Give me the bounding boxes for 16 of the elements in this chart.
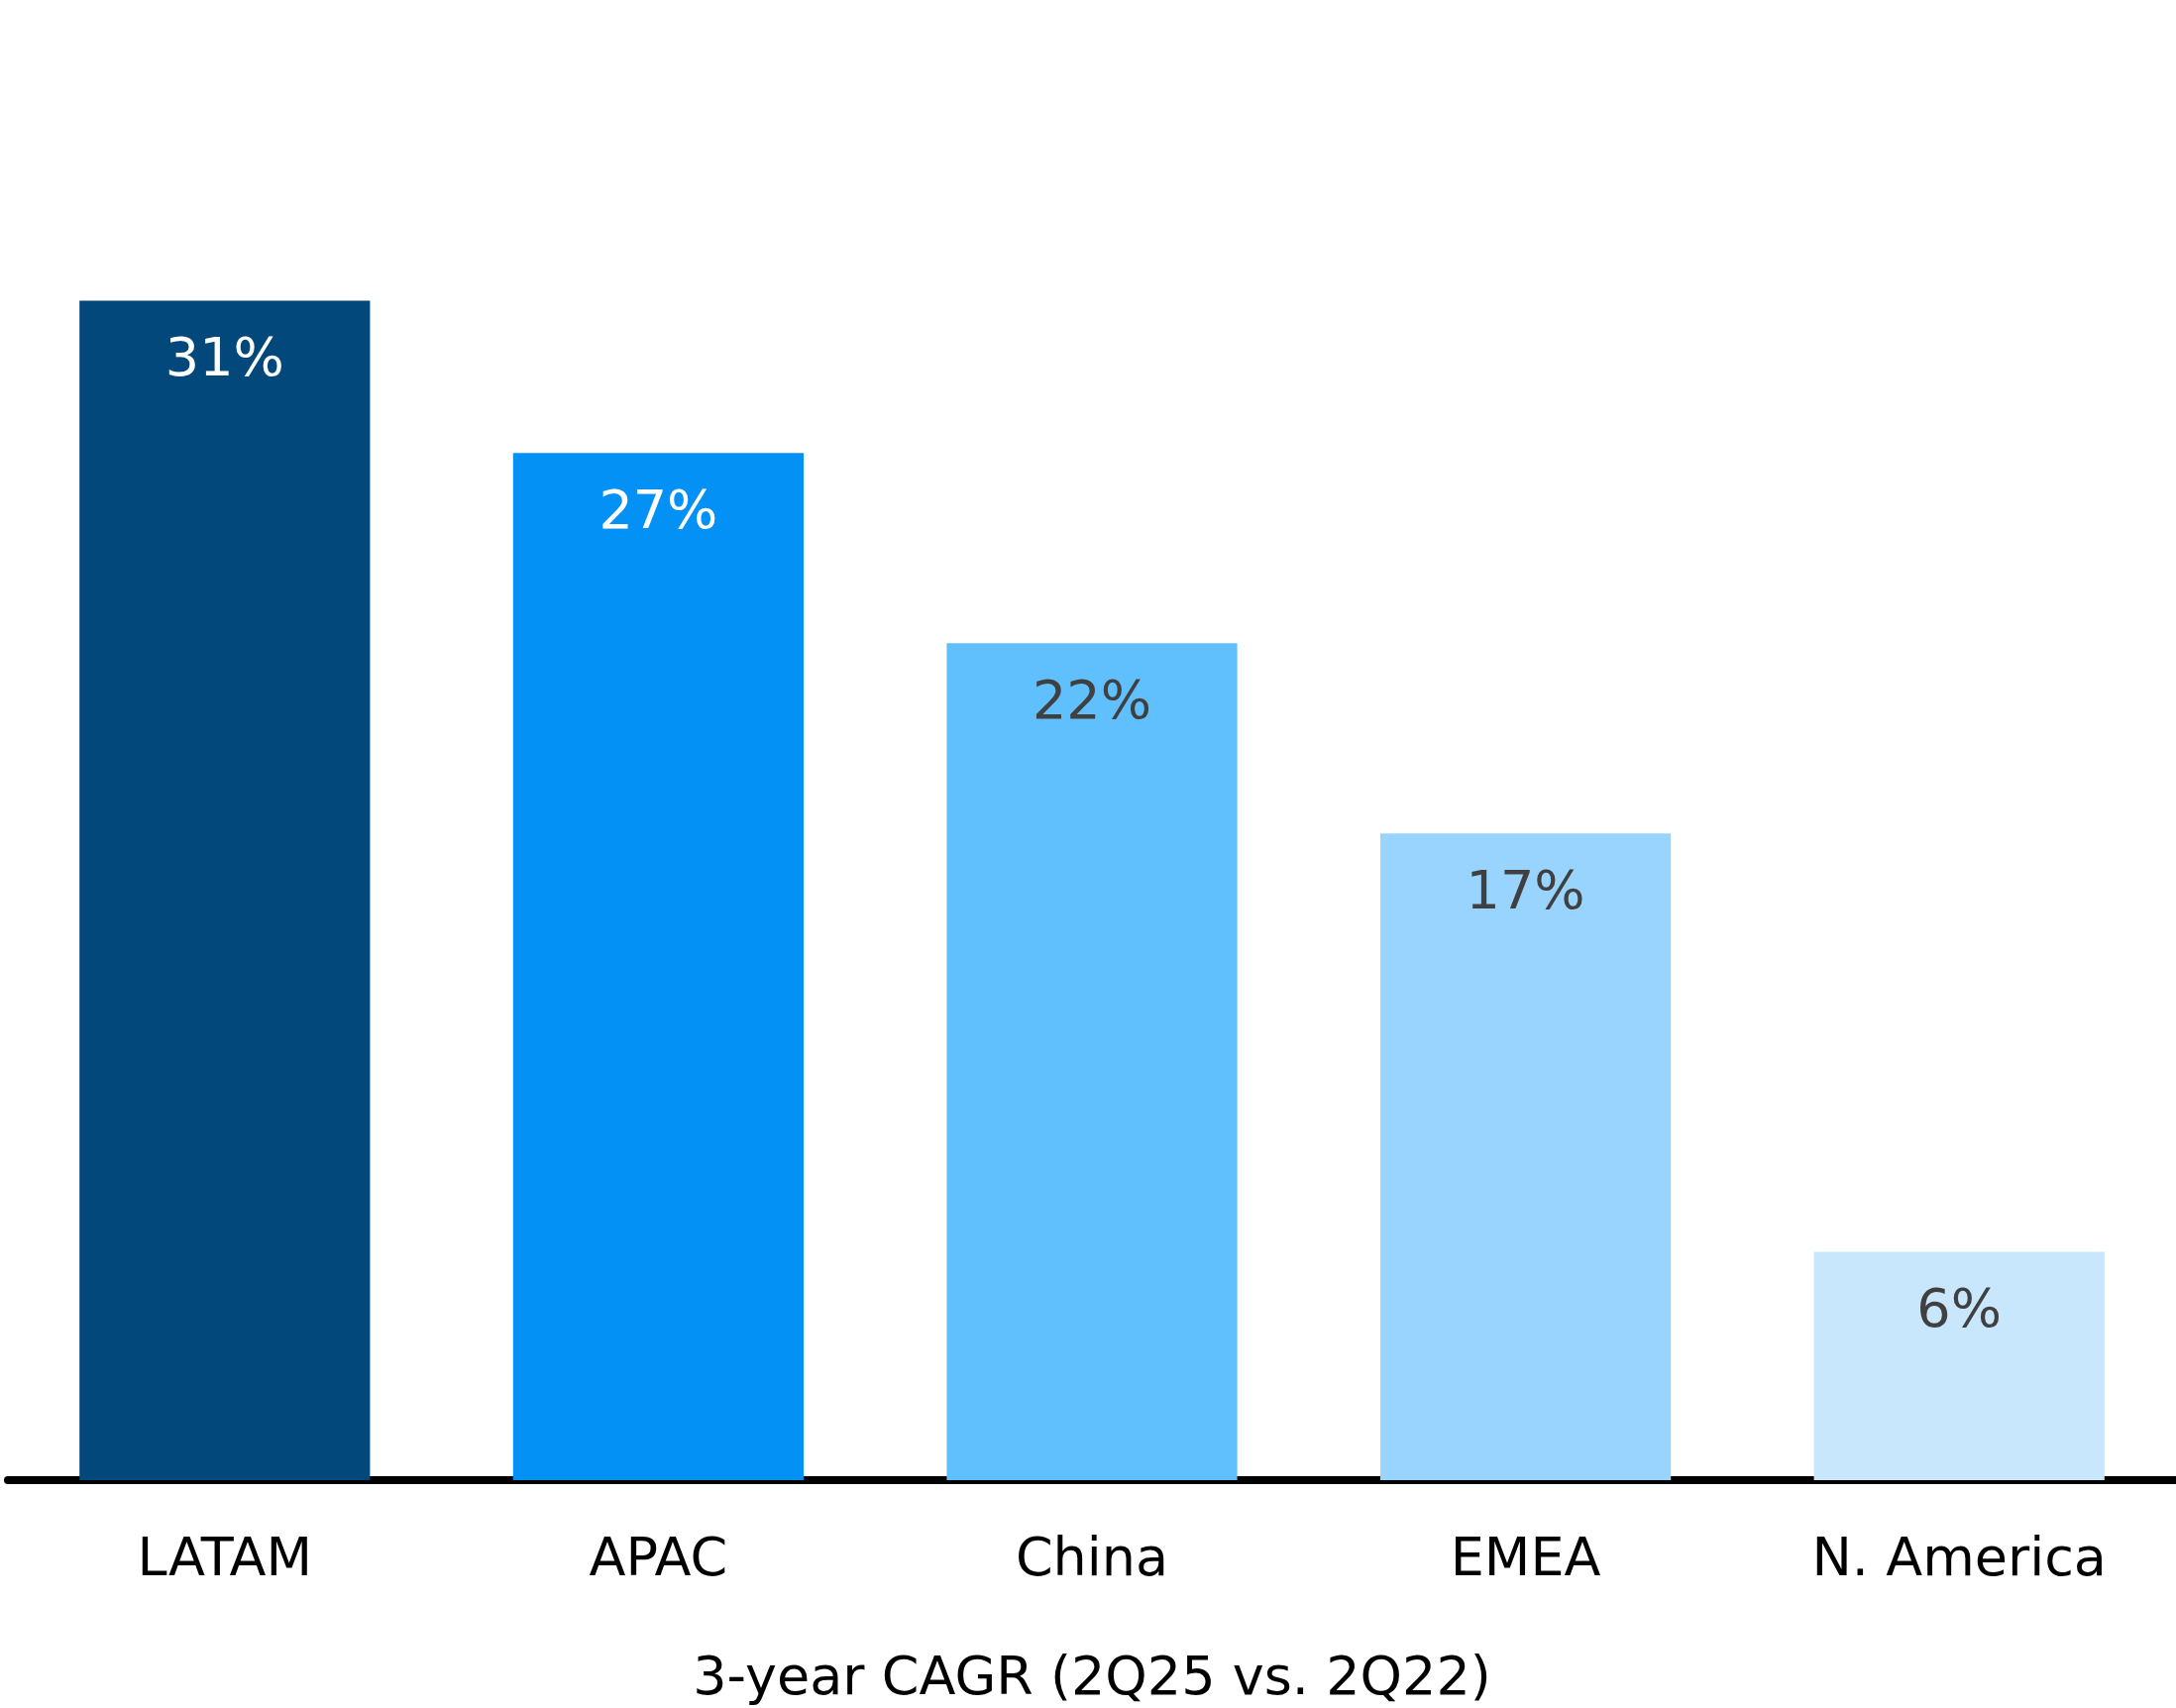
data-label: 31% (164, 326, 284, 389)
bar (512, 453, 804, 1480)
data-label: 22% (1032, 668, 1152, 731)
bar (1380, 833, 1672, 1480)
data-label: 6% (1916, 1277, 2003, 1340)
bar (946, 643, 1238, 1480)
x-tick-label: EMEA (1450, 1525, 1601, 1588)
x-tick-label: APAC (589, 1525, 728, 1588)
x-axis-title: 3-year CAGR (2Q25 vs. 2Q22) (693, 1644, 1491, 1707)
x-tick-label: N. America (1811, 1525, 2107, 1588)
x-tick-label: China (1015, 1525, 1169, 1588)
data-label: 17% (1466, 858, 1585, 921)
bar (1813, 1251, 2105, 1480)
bar (79, 300, 371, 1480)
data-label: 27% (598, 478, 718, 541)
x-tick-label: LATAM (137, 1525, 312, 1588)
